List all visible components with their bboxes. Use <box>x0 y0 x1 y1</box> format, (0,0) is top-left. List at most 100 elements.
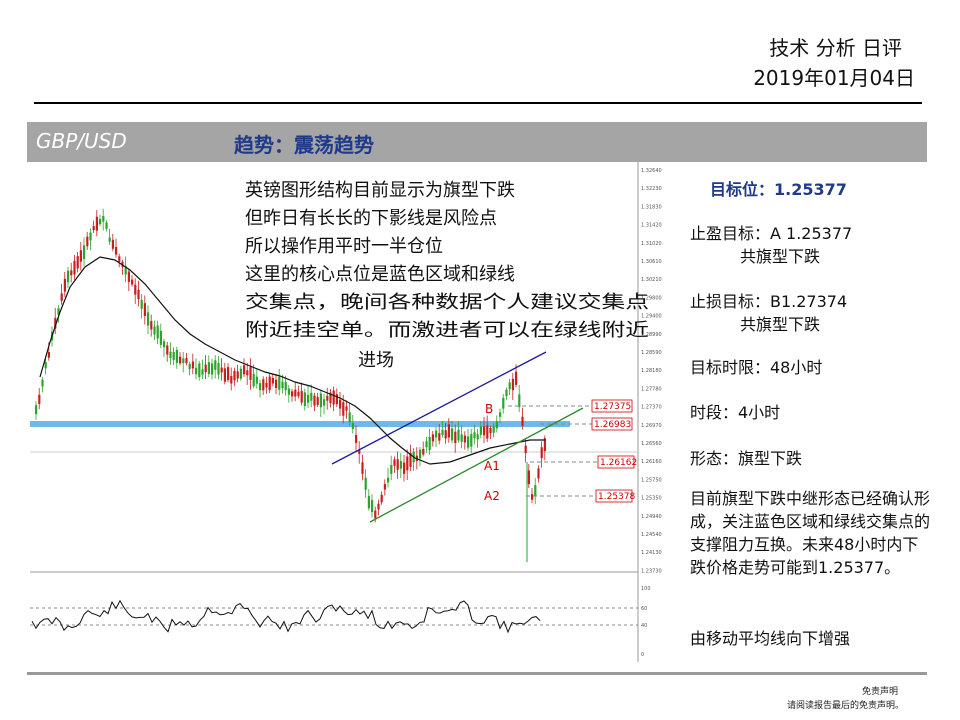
candle-body <box>499 412 502 417</box>
candle-body <box>73 260 76 275</box>
candle-body <box>457 429 460 441</box>
candle-body <box>543 438 546 452</box>
candle-body <box>518 394 521 408</box>
candle-body <box>115 246 118 255</box>
candle-body <box>108 237 111 242</box>
point-label-b: B <box>485 402 493 416</box>
candle-body <box>403 462 406 474</box>
candle-body <box>198 363 201 378</box>
y-tick-label: 1.23730 <box>641 568 662 574</box>
candle-body <box>294 389 297 397</box>
candle-body <box>246 370 249 376</box>
point-label-a2: A2 <box>484 489 500 503</box>
candle-body <box>63 278 66 292</box>
bottom-rule <box>27 672 927 675</box>
header-title: 技术 分析 日评 <box>769 36 902 60</box>
candle-body <box>57 308 60 315</box>
candle-body <box>479 426 482 435</box>
candle-body <box>134 284 137 295</box>
candle-body <box>166 345 169 355</box>
candle-body <box>76 256 79 269</box>
info-panel: 目标位：1.25377 止盈目标：A 1.25377 共旗型下跌 止损目标：B1… <box>672 162 930 672</box>
osc-tick-40: 40 <box>641 623 647 629</box>
oscillator-line <box>31 599 541 634</box>
candle-body <box>300 390 303 403</box>
moving-average-note: 由移动平均线向下增强 <box>690 629 851 648</box>
candle-body <box>179 356 182 364</box>
disclaimer-text: 请阅读报告最后的免责声明。 <box>786 701 904 711</box>
y-tick-label: 1.32640 <box>641 168 662 174</box>
y-tick-label: 1.24540 <box>641 532 662 538</box>
candle-body <box>537 468 540 479</box>
candle-body <box>431 434 434 442</box>
candle-body <box>540 447 543 459</box>
candle-body <box>243 365 246 375</box>
candle-body <box>364 477 367 490</box>
level-box-blue <box>591 417 633 431</box>
y-tick-label: 1.29800 <box>641 295 662 301</box>
candle-body <box>156 325 159 339</box>
blue-zone <box>30 421 570 427</box>
target-level: 目标位：1.25377 <box>710 180 847 199</box>
candle-body <box>310 392 313 401</box>
take-profit-label: 止盈目标：A 1.25377 <box>690 224 853 243</box>
candle-body <box>230 376 233 384</box>
candle-body <box>99 218 102 225</box>
candle-body <box>175 349 178 363</box>
y-tick-label: 1.27370 <box>641 405 662 411</box>
level-text-a1: 1.26162 <box>600 458 637 468</box>
trend-label: 趋势：震荡趋势 <box>234 133 374 157</box>
candle-body <box>387 477 390 483</box>
candle-body <box>316 397 319 405</box>
level-box-b <box>591 399 633 413</box>
candle-body <box>147 312 150 326</box>
header-rule <box>34 102 922 104</box>
candle-body <box>435 430 438 438</box>
candle-body <box>153 326 156 335</box>
candle-body <box>172 351 175 360</box>
candle-body <box>483 426 486 436</box>
y-tick-label: 1.30610 <box>641 259 662 265</box>
candle-body <box>271 378 274 384</box>
y-tick-label: 1.28180 <box>641 368 662 374</box>
candle-body <box>214 360 217 370</box>
osc-tick-100: 100 <box>641 586 651 592</box>
candle-body <box>476 434 479 440</box>
candle-body <box>451 428 454 441</box>
candle-body <box>227 367 230 380</box>
candle-body <box>492 425 495 433</box>
candle-body <box>102 216 105 222</box>
candle-body <box>47 352 50 358</box>
candle-body <box>326 395 329 401</box>
candle-body <box>467 436 470 448</box>
candle-body <box>409 453 412 467</box>
candle-body <box>239 368 242 379</box>
currency-pair: GBP/USD <box>36 129 127 153</box>
candle-body <box>390 464 393 474</box>
candle-body <box>111 239 114 249</box>
candle-body <box>319 393 322 408</box>
candle-body <box>303 392 306 407</box>
candle-body <box>531 494 534 500</box>
candle-body <box>361 462 364 474</box>
level-box-a1 <box>597 455 635 469</box>
period: 时段：4小时 <box>690 403 781 422</box>
candle-body <box>259 383 262 391</box>
y-tick-label: 1.29400 <box>641 314 662 320</box>
title-bar: GBP/USD 趋势：震荡趋势 <box>27 122 927 162</box>
candle-body <box>470 434 473 447</box>
header-date: 2019年01月04日 <box>753 66 915 90</box>
candle-body <box>255 376 258 384</box>
candle-body <box>159 330 162 345</box>
candle-body <box>275 379 278 388</box>
candle-body <box>524 445 527 454</box>
candle-body <box>329 392 332 404</box>
candle-body <box>207 362 210 375</box>
candle-body <box>150 321 153 330</box>
y-tick-label: 1.32230 <box>641 186 662 192</box>
candle-body <box>339 399 342 409</box>
candle-body <box>399 461 402 469</box>
candle-body <box>223 368 226 382</box>
candle-body <box>92 226 95 231</box>
osc-tick-60: 60 <box>641 606 647 612</box>
